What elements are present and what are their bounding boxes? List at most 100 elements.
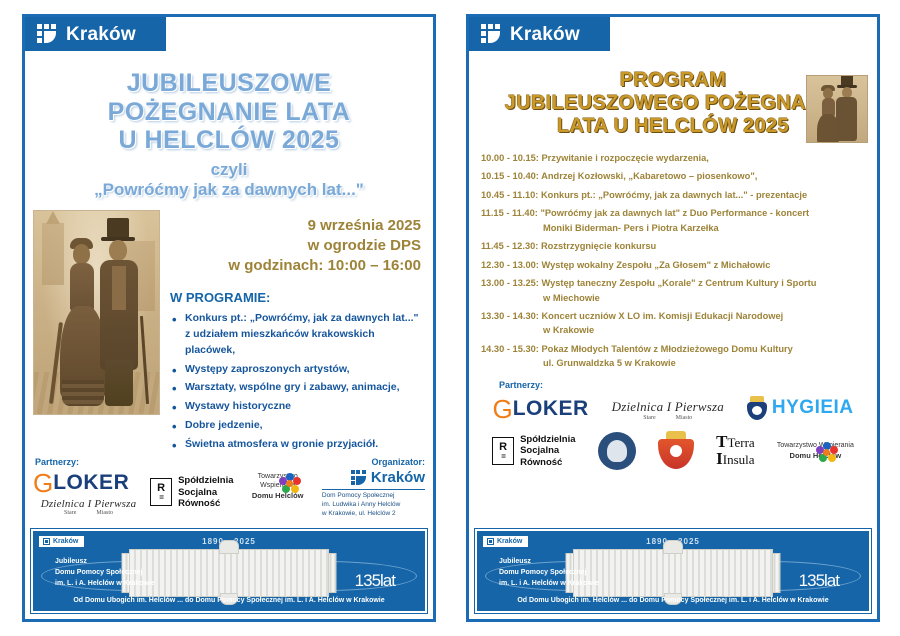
jubilee-number-block: 135lat: [798, 553, 840, 593]
schedule-item-main: 14.30 - 15.30: Pokaz Młodych Talentów z …: [481, 343, 793, 354]
organizer-address-line3: w Krakowie, ul. Helclów 2: [321, 509, 396, 517]
spoldzielnia-logo[interactable]: R = Spółdzielnia Socjalna Równość: [150, 475, 234, 510]
schedule-list: 10.00 - 10.15: Przywitanie i rozpoczęcie…: [481, 151, 865, 371]
jubilee-number-block: 135lat: [355, 553, 396, 593]
spoldzielnia-logo[interactable]: R = Spółdzielnia Socjalna Równość: [492, 434, 576, 468]
program-item-cont: z udziałem mieszkańców krakowskich placó…: [185, 328, 375, 356]
jubilee-left-line2: Domu Pomocy Społecznej: [55, 568, 143, 576]
schedule-item-main: 10.45 - 11.10: Konkurs pt.: „Powróćmy, j…: [481, 189, 808, 200]
gloker-logo[interactable]: G LOKER: [33, 469, 144, 496]
tws-line1: Towarzystwo Wspierania: [257, 473, 298, 489]
jubilee-unit: lat: [380, 571, 396, 590]
jubilee-left-text: Jubileusz Domu Pomocy Społecznej im. L. …: [55, 557, 155, 590]
program-item-main: Występy zaproszonych artystów,: [185, 362, 350, 375]
krakow-wordmark: Kraków: [66, 23, 136, 45]
gloker-logo-block[interactable]: G LOKER Dzielnica I Pierwsza Stare Miast…: [33, 469, 144, 516]
krakow-wordmark: Kraków: [510, 23, 580, 45]
schedule-item-main: 11.45 - 12.30: Rozstrzygnięcie konkursu: [481, 241, 657, 252]
list-item: 10.45 - 11.10: Konkurs pt.: „Powróćmy, j…: [481, 188, 865, 202]
dzielnica-subtext: Stare Miasto: [33, 510, 144, 516]
spoldzielnia-line1: Spółdzielnia: [178, 475, 234, 487]
schedule-item-main: 11.15 - 11.40: "Powróćmy jak za dawnych …: [481, 208, 810, 219]
list-item: Dobre jedzenie,: [170, 417, 427, 436]
schedule-item-main: 13.30 - 14.30: Koncert uczniów X LO im. …: [481, 311, 784, 322]
list-item: 13.30 - 14.30: Koncert uczniów X LO im. …: [481, 309, 865, 337]
poster-right: Kraków PROGRAM JUBILEUSZOWEGO POŻEGNANIA…: [466, 14, 880, 622]
jubilee-footer-text: Od Domu Ubogich im. Helclów ... do Domu …: [73, 597, 385, 604]
jubilee-footer-text: Od Domu Ubogich im. Helclów ... do Domu …: [517, 597, 829, 604]
partners-label: Partnerzy:: [35, 457, 80, 468]
spoldzielnia-line1: Spółdzielnia: [520, 434, 576, 446]
list-item: Wystawy historyczne: [170, 398, 427, 417]
historical-couple-illustration: [33, 209, 160, 415]
victorian-man-figure: [835, 76, 859, 142]
towarzystwo-wspierania-logo[interactable]: Towarzystwo Wspierania Domu Helclów: [240, 473, 316, 500]
victorian-man-figure: [96, 217, 150, 408]
organizer-block[interactable]: Kraków Dom Pomocy Społecznej im. Ludwika…: [321, 469, 425, 518]
program-item-main: Warsztaty, wspólne gry i zabawy, animacj…: [185, 381, 400, 394]
poster-left: Kraków JUBILEUSZOWE POŻEGNANIE LATA U HE…: [22, 14, 436, 622]
hygieia-wordmark: HYGIEIA: [771, 397, 854, 419]
right-poster-body: PROGRAM JUBILEUSZOWEGO POŻEGNANIA LATA U…: [469, 69, 877, 559]
jubilee-tag-label: Kraków: [497, 538, 523, 545]
jubilee-krakow-tag: Kraków: [39, 536, 85, 547]
spoldzielnia-r-letter: R: [157, 481, 166, 494]
fundacja-kosciuszki-emblem-icon[interactable]: [597, 432, 636, 471]
hygieia-logo[interactable]: HYGIEIA: [746, 396, 854, 421]
left-middle-row: 9 września 2025 w ogrodzie DPS w godzina…: [25, 209, 433, 456]
event-date-block: 9 września 2025 w ogrodzie DPS w godzina…: [170, 210, 427, 277]
krakow-logo-icon: [350, 470, 366, 486]
organizer-krakow-wordmark: Kraków: [370, 469, 425, 487]
program-item-main: Wystawy historyczne: [185, 400, 292, 412]
spoldzielnia-line3: Równość: [178, 498, 221, 510]
list-item: Występy zaproszonych artystów,: [170, 361, 427, 380]
list-item: 13.00 - 13.25: Występ taneczny Zespołu „…: [481, 276, 865, 304]
dzielnica-logo[interactable]: Dzielnica I Pierwsza Stare Miasto: [33, 498, 144, 516]
jubilee-number: 135: [798, 571, 825, 590]
jubilee-krakow-tag: Kraków: [483, 536, 529, 547]
jubilee-left-line1: Jubileusz: [499, 558, 531, 565]
jubilee-left-line1: Jubileusz: [55, 558, 87, 565]
gloker-wordmark: LOKER: [53, 470, 130, 494]
partners-label: Partnerzy:: [499, 380, 544, 391]
towarzystwo-wspierania-logo[interactable]: Towarzystwo Wspierania Domu Helclów: [777, 442, 854, 463]
schedule-item-cont: w Krakowie: [543, 325, 595, 336]
event-hours: w godzinach: 10:00 – 16:00: [228, 257, 421, 274]
left-subtitle-quote: „Powróćmy jak za dawnych lat...": [94, 179, 364, 199]
terra-line1: TTerra: [716, 432, 755, 452]
left-title-line1: JUBILEUSZOWE: [126, 69, 332, 97]
background-tower-shape: [42, 210, 64, 285]
krakow-mini-logo-icon: [43, 538, 50, 545]
right-partners-section: Partnerzy: G LOKER Dzielnica I Pierwsza …: [481, 380, 865, 471]
dzielnica-sub-a: Stare: [643, 414, 656, 421]
krakow-logo-icon: [481, 24, 501, 44]
spoldzielnia-line3: Równość: [520, 456, 563, 468]
list-item: 12.30 - 13.00: Występ wokalny Zespołu „Z…: [481, 258, 865, 272]
dzielnica-logo[interactable]: Dzielnica I Pierwsza Stare Miasto: [612, 399, 724, 421]
gloker-logo[interactable]: G LOKER: [492, 395, 588, 422]
jubilee-banner-left: Kraków 1890 - 2025 Jubileusz Domu Pomocy…: [30, 528, 428, 614]
schedule-item-main: 13.00 - 13.25: Występ taneczny Zespołu „…: [481, 278, 817, 289]
krakow-brand-bar-right: Kraków: [469, 17, 610, 51]
jubilee-left-line3: im. L. i A. Helclów w Krakowie: [499, 579, 599, 587]
organizer-address-line1: Dom Pomocy Społecznej: [321, 492, 395, 500]
schedule-item-main: 10.15 - 10.40: Andrzej Kozłowski, „Kabar…: [481, 171, 758, 182]
jubilee-left-line3: im. L. i A. Helclów w Krakowie: [55, 579, 155, 587]
jubilee-unit: lat: [824, 571, 840, 590]
list-item: 11.45 - 12.30: Rozstrzygnięcie konkursu: [481, 239, 865, 253]
terra-insula-logo[interactable]: TTerra IInsula: [716, 433, 755, 469]
list-item: 14.30 - 15.30: Pokaz Młodych Talentów z …: [481, 342, 865, 370]
event-location: w ogrodzie DPS: [307, 236, 421, 254]
schedule-item-cont: w Miechowie: [543, 292, 600, 303]
left-logo-row: G LOKER Dzielnica I Pierwsza Stare Miast…: [33, 469, 425, 518]
spoldzielnia-r-mark-icon: R =: [150, 478, 173, 507]
spoldzielnia-wordmark: Spółdzielnia Socjalna Równość: [520, 434, 575, 468]
krakow-coat-of-arms-icon[interactable]: [657, 431, 694, 471]
organizer-label: Organizator:: [371, 457, 425, 468]
schedule-item-cont: ul. Grunwaldzka 5 w Krakowie: [543, 358, 676, 369]
spoldzielnia-line2: Socjalna: [520, 445, 560, 457]
organizer-krakow-logo: Kraków: [322, 469, 425, 486]
list-item: Warsztaty, wspólne gry i zabawy, animacj…: [170, 379, 427, 398]
organizer-address-line2: im. Ludwika i Anny Helclów: [321, 501, 401, 509]
